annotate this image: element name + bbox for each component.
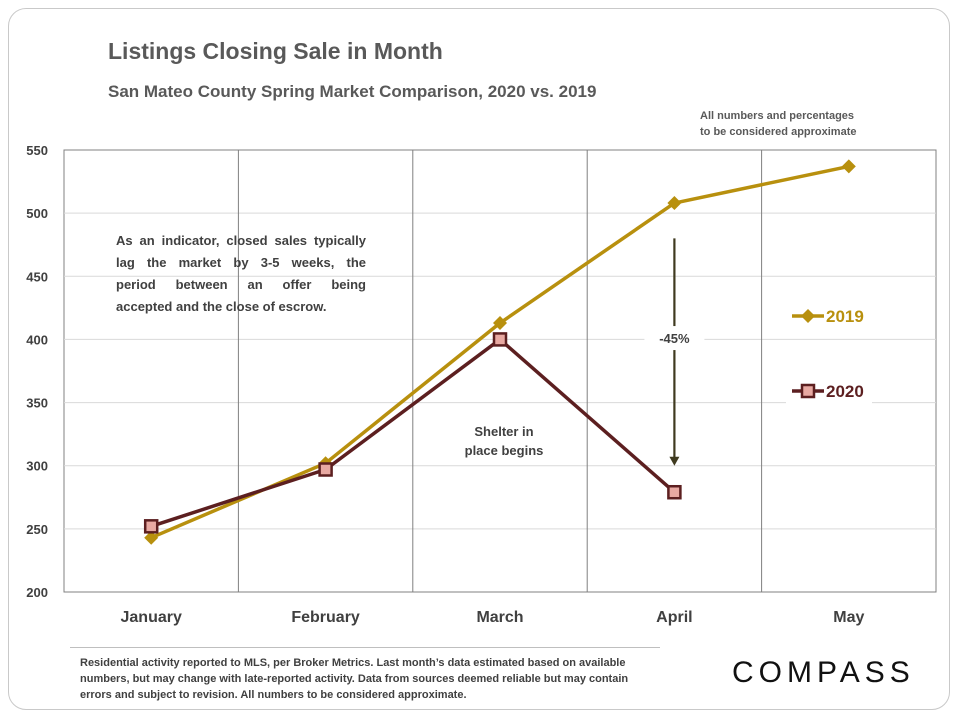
data-point-2019 (493, 316, 507, 331)
data-point-2019 (841, 159, 856, 174)
chart-card (8, 8, 950, 710)
legend-marker (800, 383, 816, 399)
y-tick-label: 550 (26, 143, 48, 158)
shelter-annotation: Shelter in (474, 424, 533, 439)
data-point-2020 (318, 462, 333, 477)
x-tick-label: March (476, 609, 523, 626)
series-line-2019 (150, 164, 850, 540)
legend-label: 2019 (826, 307, 864, 326)
indicator-line: accepted and the close of escrow. (116, 299, 327, 314)
indicator-line: lag the market by 3-5 weeks, the (116, 255, 366, 270)
data-point-2020 (667, 484, 682, 500)
indicator-line: period between an offer being (116, 277, 366, 292)
indicator-line: As an indicator, closed sales typically (116, 233, 366, 248)
footer-disclaimer: Residential activity reported to MLS, pe… (80, 657, 629, 701)
chart-title: Listings Closing Sale in Month (108, 38, 443, 64)
approximate-note-line: to be considered approximate (700, 126, 857, 138)
y-tick-label: 450 (26, 269, 48, 284)
x-tick-label: May (833, 609, 864, 626)
y-tick-label: 200 (26, 585, 48, 600)
data-point-2020 (143, 519, 159, 534)
decline-label-bg (644, 326, 705, 351)
indicator-annotation: As an indicator, closed sales typically … (116, 230, 366, 318)
legend-marker (801, 309, 815, 323)
compass-logo: COMPASS (732, 656, 915, 689)
footer-divider (70, 647, 660, 648)
legend-label: 2020 (826, 382, 864, 401)
y-tick-label: 250 (26, 522, 48, 537)
chart-subtitle: San Mateo County Spring Market Compariso… (108, 82, 597, 101)
decline-arrowhead (669, 456, 680, 466)
y-tick-label: 300 (26, 459, 48, 474)
approximate-note: All numbers and percentages to be consid… (700, 108, 940, 140)
y-tick-label: 350 (26, 396, 48, 411)
x-tick-label: April (656, 609, 692, 626)
approximate-note-line: All numbers and percentages (700, 110, 855, 122)
data-point-2020 (492, 332, 508, 347)
data-point-2019 (667, 196, 682, 211)
series-line-2020 (150, 337, 676, 528)
x-tick-label: February (291, 609, 360, 626)
x-tick-label: January (121, 609, 182, 626)
shelter-annotation: place begins (465, 443, 544, 458)
y-tick-label: 400 (26, 332, 48, 347)
y-tick-label: 500 (26, 206, 48, 221)
plot-area (63, 149, 937, 593)
data-point-2019 (144, 530, 159, 545)
decline-percent-label: -45% (659, 331, 690, 346)
